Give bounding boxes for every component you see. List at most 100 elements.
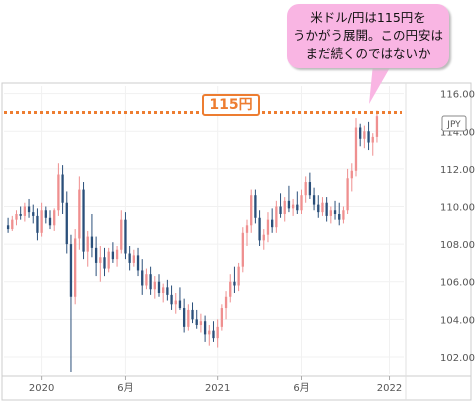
y-tick-label: 102.00: [440, 353, 475, 364]
candle-body: [6, 225, 10, 230]
candle-body: [346, 178, 349, 211]
candle-body: [107, 251, 110, 269]
candle-body: [275, 206, 278, 228]
candle-body: [120, 219, 123, 250]
candle-body: [61, 174, 64, 203]
candle-body: [15, 214, 18, 220]
annotation-callout: 米ドル/円は115円を うかがう展開。この円安は まだ続くのではないか: [287, 4, 449, 68]
y-tick-label: 110.00: [440, 202, 475, 213]
candle-body: [57, 174, 60, 211]
candle-body: [32, 212, 35, 216]
y-axis-labels: 116.00 114.00 112.00 110.00 108.00 106.00 104.…: [440, 90, 475, 364]
callout-line-1: 米ドル/円は115円を: [310, 10, 426, 25]
candle-body: [375, 116, 379, 137]
currency-label: JPY: [446, 120, 461, 130]
candle-body: [371, 136, 374, 143]
candle-body: [191, 309, 194, 320]
candle-body: [124, 219, 127, 254]
candle-body: [367, 131, 370, 143]
candle-body: [170, 294, 173, 305]
candle-body: [329, 210, 332, 216]
x-tick-label: 2020: [29, 383, 54, 394]
candle-body: [291, 204, 295, 209]
candle-body: [237, 266, 240, 286]
candle-body: [354, 127, 358, 171]
candle-body: [363, 131, 366, 139]
candle-body: [220, 308, 224, 327]
candle-body: [187, 309, 190, 327]
callout-text: 米ドル/円は115円を うかがう展開。この円安は まだ続くのではないか: [287, 9, 449, 63]
candle-body: [241, 232, 244, 267]
candle-body: [245, 225, 249, 233]
candle-body: [312, 195, 316, 205]
candle-body: [359, 127, 362, 139]
candle-body: [279, 206, 282, 215]
y-tick-label: 112.00: [440, 165, 475, 176]
x-tick-label: 2022: [377, 383, 402, 394]
candle-body: [254, 195, 257, 218]
candle-body: [333, 210, 337, 215]
candle-body: [40, 210, 43, 233]
candle-body: [224, 296, 228, 309]
candle-body: [86, 236, 89, 252]
candle-body: [141, 270, 144, 286]
candle-body: [11, 219, 14, 230]
candle-body: [162, 287, 165, 294]
candle-body: [153, 281, 156, 290]
candle-body: [174, 300, 177, 305]
candle-body: [182, 308, 186, 327]
candle-body: [115, 249, 119, 260]
candle-body: [304, 182, 307, 196]
candle-body: [195, 319, 198, 325]
candle-body: [266, 219, 270, 235]
chart-border: [1, 82, 472, 401]
candle-body: [300, 195, 303, 211]
candle-body: [111, 251, 115, 260]
candle-body: [350, 170, 353, 179]
candle-body: [258, 217, 261, 241]
candle-body: [103, 257, 106, 269]
candle-body: [19, 214, 22, 216]
candle-body: [208, 330, 211, 335]
currency-badge: [441, 115, 467, 132]
callout-line-3: まだ続くのではないか: [305, 46, 431, 61]
x-tick-label: 6月: [293, 382, 309, 394]
candle-body: [65, 202, 68, 245]
candle-body: [250, 195, 253, 226]
candle-body: [48, 217, 52, 226]
candle-body: [287, 200, 291, 209]
candle-body: [203, 321, 207, 335]
candle-body: [157, 281, 161, 294]
candle-body: [94, 247, 98, 263]
candle-body: [145, 274, 148, 286]
candle-body: [27, 206, 31, 213]
candle-body: [23, 206, 27, 216]
candle-body: [342, 210, 345, 220]
candle-body: [325, 202, 328, 216]
x-tick-label: 6月: [117, 382, 133, 394]
candle-body: [132, 255, 135, 263]
candle-body: [90, 236, 94, 248]
candle-body: [149, 274, 152, 290]
candle-body: [36, 215, 39, 233]
candle-body: [199, 321, 203, 325]
candle-body: [136, 255, 140, 271]
candle-body: [308, 182, 312, 196]
callout-line-2: うかがう展開。この円安は: [292, 28, 443, 43]
candle-body: [53, 210, 56, 226]
x-axis-labels: 2020 6月 2021 6月 2022: [29, 376, 402, 394]
candle-body: [317, 204, 320, 213]
candle-body: [166, 287, 169, 295]
candles: [6, 110, 379, 372]
candle-body: [44, 210, 47, 218]
callout-pointer: [369, 64, 392, 104]
candle-body: [321, 202, 324, 213]
candle-body: [229, 281, 232, 297]
y-tick-label: 116.00: [440, 90, 475, 101]
candle-body: [74, 238, 77, 297]
candle-body: [82, 189, 85, 252]
candle-body: [216, 326, 219, 339]
candle-body: [128, 253, 131, 263]
y-tick-label: 104.00: [440, 315, 475, 326]
candle-body: [283, 200, 286, 215]
